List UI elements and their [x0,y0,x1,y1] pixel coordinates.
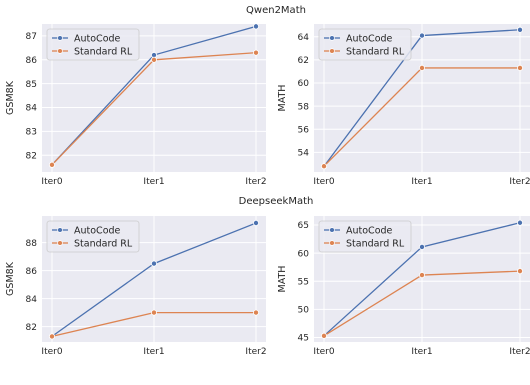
data-point [418,272,425,279]
data-point [150,56,157,63]
legend-label: Standard RL [346,46,405,57]
legend: AutoCode Standard RL [46,220,140,253]
data-point [320,332,327,339]
chart-panel-3: 82 84 86 88 Iter0 Iter1 Iter2 GSM8K AutoCode Stan… [5,216,267,357]
legend: AutoCode Standard RL [318,28,412,61]
legend-marker [57,240,63,246]
data-point [418,32,425,39]
y-axis-label: MATH [277,266,288,293]
y-tick-label: 84 [26,104,38,114]
group-title-deepseekmath: DeepseekMath [239,196,314,207]
legend-marker [57,48,63,54]
legend-box [46,220,140,253]
y-tick-label: 54 [298,149,310,159]
data-point [252,219,259,226]
chart-panel-2: 54 56 58 60 62 64 Iter0 Iter1 Iter2 MATH AutoCode S… [277,24,530,187]
x-tick-label: Iter0 [313,347,334,357]
legend: AutoCode Standard RL [318,220,412,253]
y-tick-label: 45 [298,334,309,344]
legend-marker [329,48,335,54]
y-axis-label: GSM8K [5,261,16,296]
chart-panel-4: 45 50 55 60 65 Iter0 Iter1 Iter2 MATH AutoCode Sta… [277,216,530,357]
x-tick-label: Iter1 [143,347,164,357]
legend-box [318,28,412,61]
legend-label: Standard RL [74,238,133,249]
data-point [49,333,56,340]
legend-label: AutoCode [74,225,121,236]
y-tick-label: 55 [298,277,309,287]
plot-area [42,24,266,172]
y-tick-label: 86 [26,267,38,277]
legend-label: Standard RL [74,46,133,57]
legend-marker [57,35,63,41]
data-point [418,243,425,250]
legend-box [318,220,412,253]
x-tick-label: Iter0 [313,177,334,187]
data-point [320,163,327,170]
y-tick-label: 82 [26,323,37,333]
x-tick-label: Iter2 [245,177,266,187]
data-point [150,309,157,316]
y-tick-label: 84 [26,295,38,305]
y-tick-label: 65 [298,221,309,231]
legend-label: AutoCode [74,33,121,44]
data-point [49,161,56,168]
x-tick-label: Iter2 [509,177,530,187]
x-tick-label: Iter1 [143,177,164,187]
data-point [252,309,259,316]
legend: AutoCode Standard RL [46,28,140,61]
data-point [252,49,259,56]
legend-box [46,28,140,61]
y-tick-label: 62 [298,56,309,66]
data-point [517,268,524,275]
x-tick-label: Iter1 [411,347,432,357]
legend-label: Standard RL [346,238,405,249]
y-tick-label: 85 [26,80,37,90]
legend-marker [329,227,335,233]
data-point [517,26,524,33]
y-tick-label: 60 [298,79,310,89]
legend-label: AutoCode [346,225,393,236]
y-tick-label: 82 [26,151,37,161]
group-title-qwen2math: Qwen2Math [246,5,306,16]
chart-panel-1: 82 83 84 85 86 87 Iter0 Iter1 Iter2 GSM8K AutoCode… [5,24,267,187]
data-point [517,219,524,226]
x-tick-label: Iter1 [411,177,432,187]
plot-area [42,216,266,342]
y-tick-label: 58 [298,102,310,112]
data-point [418,64,425,71]
y-tick-label: 83 [26,128,37,138]
y-tick-label: 64 [298,33,310,43]
legend-label: AutoCode [346,33,393,44]
data-point [517,64,524,71]
x-tick-label: Iter2 [245,347,266,357]
legend-marker [329,240,335,246]
y-tick-label: 56 [298,125,310,135]
legend-marker [329,35,335,41]
x-tick-label: Iter0 [41,177,62,187]
y-axis-label: GSM8K [5,80,16,115]
chart-panels: 82 83 84 85 86 87 Iter0 Iter1 Iter2 GSM8K AutoCode… [5,24,530,357]
data-point [150,260,157,267]
x-tick-label: Iter2 [509,347,530,357]
y-axis-label: MATH [277,85,288,112]
legend-marker [57,227,63,233]
y-tick-label: 88 [26,239,38,249]
y-tick-label: 50 [298,306,310,316]
y-tick-label: 60 [298,249,310,259]
y-tick-label: 87 [26,32,37,42]
y-tick-label: 86 [26,56,38,66]
x-tick-label: Iter0 [41,347,62,357]
data-point [253,24,259,30]
